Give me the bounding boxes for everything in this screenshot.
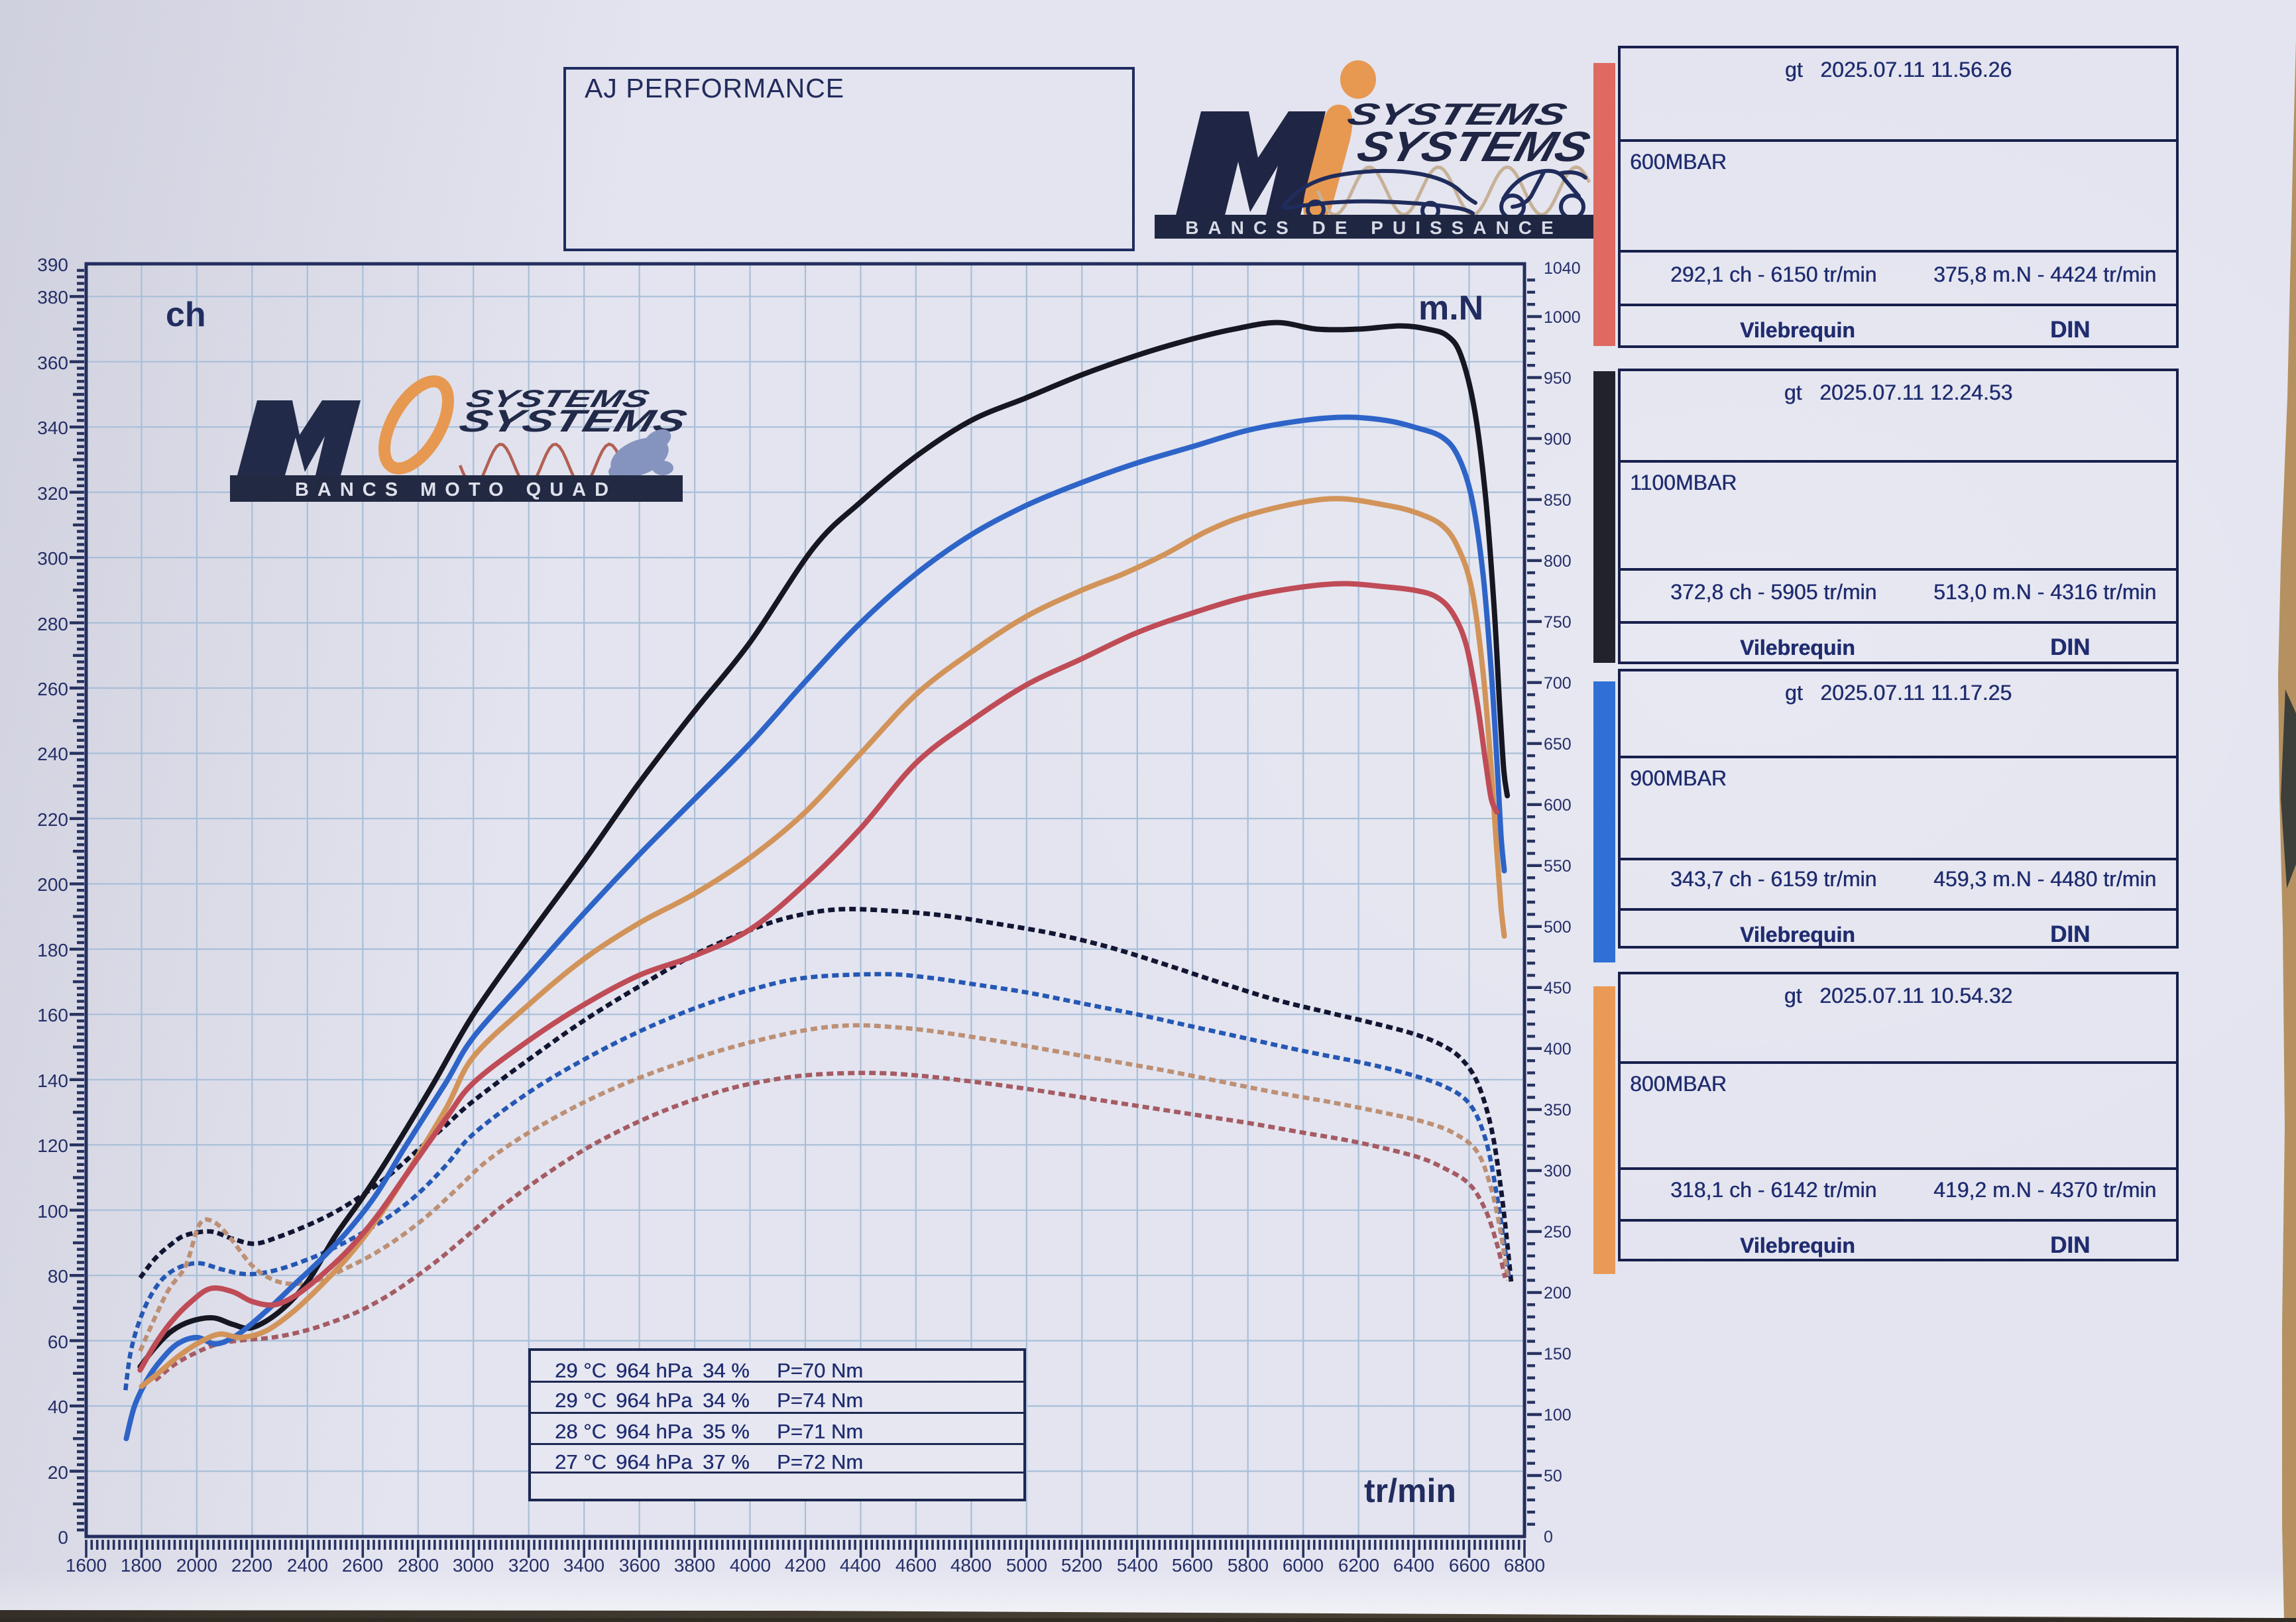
svg-text:950: 950 — [1544, 369, 1572, 388]
svg-text:4400: 4400 — [840, 1555, 881, 1576]
svg-text:5800: 5800 — [1228, 1555, 1269, 1576]
svg-text:650: 650 — [1544, 735, 1572, 754]
svg-text:260: 260 — [37, 679, 68, 699]
svg-text:6400: 6400 — [1393, 1555, 1434, 1576]
svg-text:220: 220 — [37, 809, 68, 830]
svg-text:200: 200 — [37, 874, 68, 895]
svg-text:2400: 2400 — [287, 1555, 328, 1576]
svg-text:60: 60 — [48, 1332, 68, 1352]
svg-text:1800: 1800 — [121, 1555, 162, 1576]
svg-text:120: 120 — [37, 1135, 68, 1156]
svg-text:380: 380 — [37, 287, 68, 308]
svg-text:2000: 2000 — [176, 1555, 217, 1576]
svg-text:250: 250 — [1544, 1223, 1572, 1242]
svg-text:5000: 5000 — [1006, 1555, 1047, 1576]
svg-text:3400: 3400 — [563, 1555, 604, 1576]
svg-text:2800: 2800 — [398, 1555, 439, 1576]
svg-text:6200: 6200 — [1338, 1555, 1379, 1576]
svg-text:5200: 5200 — [1061, 1555, 1102, 1576]
svg-text:2600: 2600 — [342, 1555, 383, 1576]
svg-text:ch: ch — [166, 296, 206, 334]
svg-text:600: 600 — [1544, 796, 1572, 815]
svg-text:1040: 1040 — [1544, 259, 1581, 278]
svg-text:3600: 3600 — [619, 1555, 660, 1576]
svg-text:4000: 4000 — [730, 1555, 771, 1576]
svg-text:tr/min: tr/min — [1364, 1472, 1456, 1509]
svg-text:1000: 1000 — [1544, 308, 1581, 327]
svg-text:2200: 2200 — [231, 1555, 272, 1576]
svg-text:400: 400 — [1544, 1040, 1572, 1059]
svg-text:700: 700 — [1544, 674, 1572, 693]
svg-text:390: 390 — [37, 255, 68, 275]
svg-text:360: 360 — [37, 353, 68, 373]
svg-text:500: 500 — [1544, 918, 1572, 937]
svg-text:6000: 6000 — [1283, 1555, 1324, 1576]
svg-text:20: 20 — [48, 1462, 68, 1483]
svg-text:300: 300 — [1544, 1162, 1572, 1181]
svg-text:200: 200 — [1544, 1284, 1572, 1303]
svg-text:SYSTEMS: SYSTEMS — [1352, 123, 1595, 170]
svg-text:BANCS DE PUISSANCE: BANCS DE PUISSANCE — [1185, 217, 1562, 238]
svg-text:40: 40 — [48, 1397, 68, 1417]
svg-text:3200: 3200 — [508, 1555, 549, 1576]
svg-text:4200: 4200 — [785, 1555, 826, 1576]
svg-text:900: 900 — [1544, 430, 1572, 449]
svg-text:150: 150 — [1544, 1345, 1572, 1363]
svg-text:1600: 1600 — [66, 1555, 107, 1576]
svg-text:100: 100 — [37, 1201, 68, 1222]
svg-text:BANCS MOTO QUAD: BANCS MOTO QUAD — [295, 479, 617, 500]
svg-text:180: 180 — [37, 940, 68, 960]
svg-text:350: 350 — [1544, 1101, 1572, 1120]
svg-text:800: 800 — [1544, 552, 1572, 571]
svg-text:4800: 4800 — [950, 1555, 992, 1576]
svg-text:5600: 5600 — [1172, 1555, 1213, 1576]
svg-text:3000: 3000 — [453, 1555, 494, 1576]
svg-text:320: 320 — [37, 483, 68, 504]
svg-text:100: 100 — [1544, 1406, 1572, 1424]
svg-text:4600: 4600 — [895, 1555, 937, 1576]
svg-text:0: 0 — [58, 1527, 68, 1548]
svg-text:160: 160 — [37, 1005, 68, 1025]
svg-text:300: 300 — [37, 548, 68, 569]
svg-text:550: 550 — [1544, 857, 1572, 876]
svg-text:50: 50 — [1544, 1467, 1562, 1485]
svg-text:750: 750 — [1544, 613, 1572, 632]
svg-text:450: 450 — [1544, 979, 1572, 998]
svg-text:0: 0 — [1544, 1528, 1553, 1546]
svg-text:850: 850 — [1544, 491, 1572, 510]
svg-text:6600: 6600 — [1449, 1555, 1490, 1576]
svg-text:5400: 5400 — [1117, 1555, 1158, 1576]
svg-text:6800: 6800 — [1504, 1555, 1545, 1576]
svg-text:m.N: m.N — [1418, 289, 1483, 327]
svg-text:3800: 3800 — [674, 1555, 715, 1576]
svg-text:140: 140 — [37, 1071, 68, 1091]
svg-text:340: 340 — [37, 418, 68, 438]
svg-text:80: 80 — [48, 1266, 68, 1287]
svg-text:240: 240 — [37, 744, 68, 764]
svg-text:280: 280 — [37, 614, 68, 634]
